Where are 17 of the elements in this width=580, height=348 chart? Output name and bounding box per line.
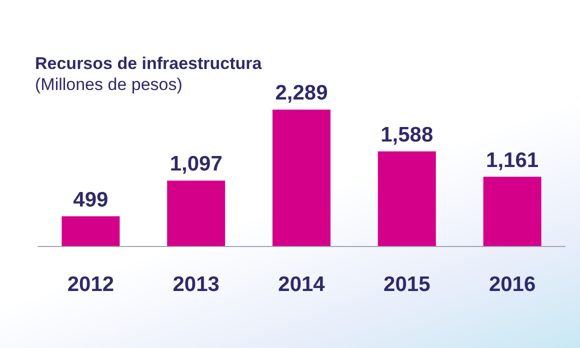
bar bbox=[483, 176, 542, 246]
x-tick-label: 2013 bbox=[172, 273, 220, 296]
x-tick-label: 2015 bbox=[384, 273, 431, 296]
data-label: 1,588 bbox=[380, 123, 434, 146]
bar bbox=[378, 151, 436, 246]
bar bbox=[62, 216, 120, 246]
x-tick-label: 2014 bbox=[278, 273, 326, 296]
data-label: 499 bbox=[73, 188, 108, 212]
data-label: 1,161 bbox=[486, 148, 539, 172]
x-tick-label: 2016 bbox=[488, 273, 536, 296]
bar bbox=[167, 180, 226, 246]
chart-subtitle: (Millones de pesos) bbox=[35, 75, 182, 94]
chart-title: Recursos de infraestructura bbox=[35, 54, 262, 73]
data-label: 2,289 bbox=[275, 82, 328, 105]
data-label: 1,097 bbox=[170, 152, 222, 176]
bar bbox=[272, 110, 330, 246]
x-tick-label: 2012 bbox=[67, 273, 114, 296]
